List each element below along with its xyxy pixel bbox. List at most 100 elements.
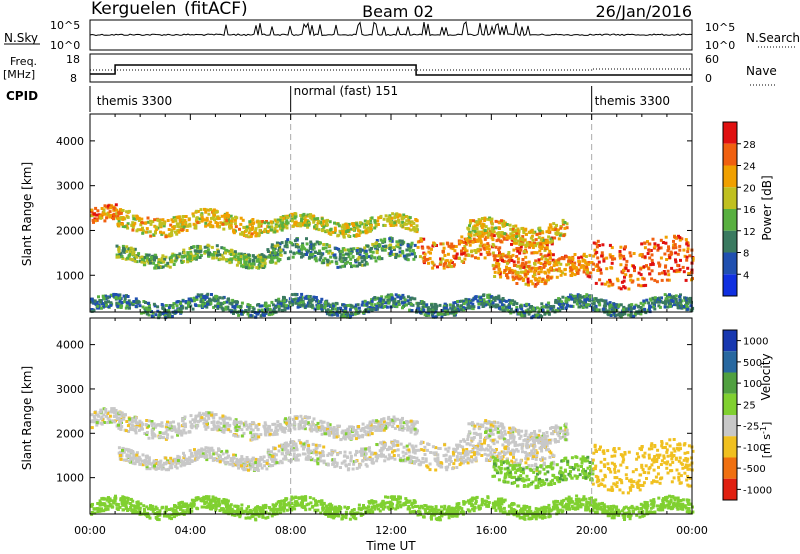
echo-cell <box>667 295 671 299</box>
echo-cell <box>543 254 547 258</box>
echo-cell <box>341 264 345 268</box>
echo-cell <box>632 264 635 268</box>
echo-cell <box>303 252 307 256</box>
echo-cell <box>171 252 175 256</box>
echo-cell <box>427 246 431 250</box>
echo-cell <box>203 295 207 299</box>
echo-cell <box>663 299 667 303</box>
echo-cell <box>549 305 553 308</box>
echo-cell <box>176 459 180 463</box>
echo-cell <box>118 411 122 414</box>
echo-cell <box>346 252 350 256</box>
echo-cell <box>122 448 126 452</box>
echo-cell <box>469 231 473 234</box>
echo-cell <box>404 254 408 258</box>
echo-cell <box>260 230 264 234</box>
echo-cell <box>410 423 414 427</box>
echo-cell <box>405 215 409 218</box>
freq-unit-label: [MHz] <box>3 68 35 81</box>
echo-cell <box>318 249 321 253</box>
echo-cell <box>137 216 141 220</box>
echo-cell <box>177 308 181 312</box>
echo-cell <box>487 231 491 235</box>
echo-cell <box>501 224 505 228</box>
echo-cell <box>491 263 495 267</box>
echo-cell <box>398 254 402 258</box>
echo-cell <box>159 459 163 463</box>
echo-cell <box>288 240 292 244</box>
echo-cell <box>492 244 496 248</box>
echo-cell <box>206 243 210 247</box>
echo-cell <box>341 223 345 227</box>
echo-cell <box>544 271 547 275</box>
echo-cell <box>155 227 159 231</box>
echo-cell <box>259 455 263 459</box>
echo-cell <box>537 258 541 262</box>
echo-cell <box>90 413 94 417</box>
echo-cell <box>496 238 500 242</box>
echo-cell <box>166 420 169 424</box>
echo-cell <box>561 218 565 222</box>
echo-cell <box>426 306 430 310</box>
echo-cell <box>341 247 345 251</box>
echo-cell <box>223 213 227 217</box>
echo-cell <box>293 216 297 220</box>
echo-cell <box>547 226 551 230</box>
echo-cell <box>194 254 197 258</box>
echo-cell <box>520 227 524 231</box>
echo-cell <box>623 312 627 316</box>
echo-cell <box>151 433 155 437</box>
echo-cell <box>659 256 663 260</box>
echo-cell <box>663 305 667 309</box>
echo-cell <box>464 297 468 301</box>
echo-cell <box>126 449 130 453</box>
echo-cell <box>460 235 464 239</box>
echo-cell <box>239 309 243 313</box>
echo-cell <box>531 238 535 242</box>
echo-cell <box>443 313 447 316</box>
echo-cell <box>485 300 489 304</box>
echo-cell <box>629 254 633 258</box>
echo-cell <box>499 253 503 256</box>
echo-cell <box>248 422 252 426</box>
echo-cell <box>402 427 406 430</box>
echo-cell <box>257 232 261 236</box>
echo-cell <box>469 234 473 238</box>
echo-cell <box>233 300 237 304</box>
echo-cell <box>273 304 277 308</box>
echo-cell <box>296 297 300 301</box>
echo-cell <box>624 263 628 267</box>
echo-cell <box>164 235 168 239</box>
echo-cell <box>209 253 213 257</box>
echo-cell <box>580 255 584 259</box>
echo-cell <box>691 306 695 310</box>
echo-cell <box>186 251 190 255</box>
echo-cell <box>343 227 346 231</box>
echo-cell <box>398 250 402 254</box>
echo-cell <box>393 215 397 219</box>
echo-cell <box>410 252 414 256</box>
echo-cell <box>169 466 173 470</box>
echo-cell <box>493 275 497 278</box>
algorithm-title: (fitACF) <box>184 0 248 19</box>
echo-cell <box>271 246 275 250</box>
echo-cell <box>169 260 173 264</box>
echo-cell <box>170 229 174 232</box>
echo-cell <box>181 220 185 224</box>
echo-cell <box>561 271 565 275</box>
echo-cell <box>90 426 94 430</box>
echo-cell <box>577 268 581 272</box>
echo-cell <box>337 224 341 228</box>
echo-cell <box>563 226 567 230</box>
echo-cell <box>619 245 623 249</box>
echo-cell <box>412 221 416 225</box>
echo-cell <box>108 414 112 418</box>
echo-cell <box>117 212 121 216</box>
echo-cell <box>121 209 125 212</box>
echo-cell <box>627 287 631 291</box>
echo-cell <box>158 431 162 435</box>
echo-cell <box>463 248 467 251</box>
echo-cell <box>476 256 480 260</box>
echo-cell <box>541 277 545 281</box>
echo-cell <box>268 308 272 311</box>
